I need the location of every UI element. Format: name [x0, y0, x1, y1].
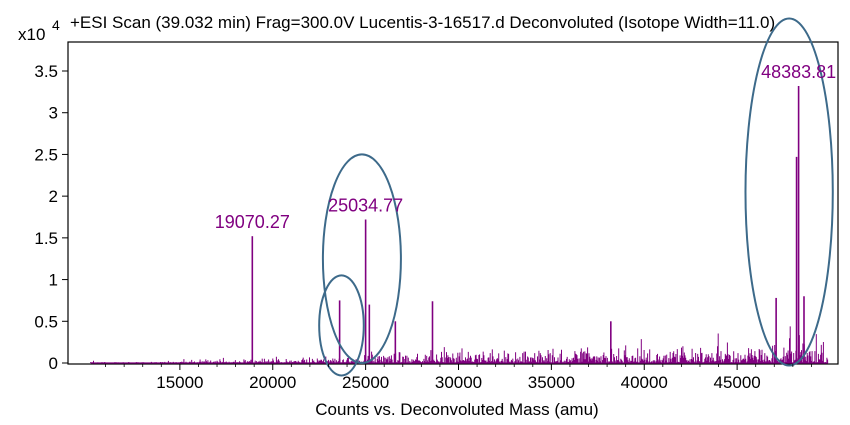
peak-label: 25034.77 [328, 196, 403, 216]
plot-border [67, 41, 839, 365]
peak-label: 48383.81 [761, 62, 836, 82]
y-tick-label: 0 [49, 354, 58, 373]
y-tick-label: 2 [49, 187, 58, 206]
highlight-ellipses [318, 17, 834, 377]
x-tick-label: 25000 [342, 373, 389, 392]
peak-labels: 19070.27 25034.77 48383.81 [215, 62, 836, 232]
baseline-noise [90, 326, 829, 364]
x-tick-label: 15000 [156, 373, 203, 392]
peak-label: 19070.27 [215, 212, 290, 232]
x-tick-label: 45000 [713, 373, 760, 392]
x-axis-title: Counts vs. Deconvoluted Mass (amu) [315, 400, 598, 419]
highlight-ellipse [744, 17, 834, 367]
plot-frame [67, 41, 839, 365]
y-multiplier: x10 [18, 25, 45, 44]
y-tick-label: 1.5 [34, 229, 58, 248]
y-tick-label: 0.5 [34, 312, 58, 331]
spectrum-peaks [251, 86, 805, 363]
axis-ticks: 15000 20000 25000 30000 35000 40000 45000 0 0.5 1… [34, 62, 812, 392]
x-tick-label: 20000 [249, 373, 296, 392]
x-tick-label: 40000 [621, 373, 668, 392]
y-tick-label: 3 [49, 104, 58, 123]
chart-title: +ESI Scan (39.032 min) Frag=300.0V Lucen… [70, 13, 775, 32]
x-tick-label: 30000 [435, 373, 482, 392]
y-tick-label: 2.5 [34, 145, 58, 164]
highlight-ellipse [318, 274, 365, 377]
x-tick-label: 35000 [528, 373, 575, 392]
highlight-ellipse [321, 153, 402, 365]
noise-trace [90, 326, 829, 363]
y-tick-label: 1 [49, 271, 58, 290]
y-tick-label: 3.5 [34, 62, 58, 81]
y-exponent: 4 [52, 17, 60, 33]
